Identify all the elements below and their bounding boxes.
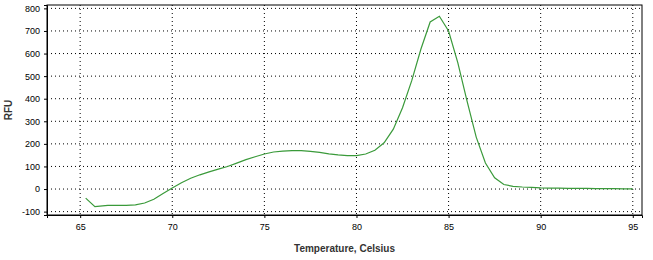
x-axis: 65 70 75 80 85 90 95 [48,215,643,232]
x-tick: 80 [352,215,362,232]
y-tick-label: 200 [25,139,40,149]
x-tick-label: 85 [444,222,454,232]
plot-background [47,5,642,215]
x-tick: 95 [628,215,638,232]
y-tick-label: 0 [35,184,40,194]
y-axis: -100 0 100 200 300 400 500 600 700 800 [22,4,48,217]
y-tick-mark [44,189,47,190]
x-axis-line [48,216,643,219]
y-tick: 700 [25,26,47,36]
y-axis-title: RFU [3,100,14,121]
y-axis-line [44,6,48,216]
y-tick-label: 400 [25,94,40,104]
y-tick-label: 100 [25,162,40,172]
y-tick-mark [44,76,47,77]
y-tick-label: 700 [25,26,40,36]
y-tick: 600 [25,49,47,59]
grid-line [47,121,642,122]
x-tick-mark [172,215,173,218]
y-tick: 0 [35,184,47,194]
y-tick: 500 [25,72,47,82]
x-tick-label: 90 [536,222,546,232]
x-tick: 65 [76,215,86,232]
chart: 65 70 75 80 85 90 95 -100 0 100 200 300 400 500 600 700… [0,0,653,260]
x-tick-label: 75 [260,222,270,232]
grid-line [356,5,357,215]
y-tick-mark [44,99,47,100]
x-tick: 85 [444,215,454,232]
y-tick-mark [44,166,47,167]
x-tick: 90 [536,215,546,232]
y-tick-mark [44,121,47,122]
x-tick-label: 80 [352,222,362,232]
grid-line [47,30,642,31]
grid-line [47,98,642,99]
y-tick-label: 300 [25,117,40,127]
y-tick: 300 [25,117,47,127]
melt-curve [86,16,633,206]
y-tick-mark [44,31,47,32]
grid [47,5,642,215]
grid-line [540,5,541,215]
grid-line [448,5,449,215]
plot: 65 70 75 80 85 90 95 -100 0 100 200 300 400 500 600 700… [22,4,643,233]
x-axis-title: Temperature, Celsius [294,243,395,254]
grid-line [47,166,642,167]
x-tick-label: 70 [168,222,178,232]
x-tick-mark [356,215,357,218]
y-tick: 100 [25,162,47,172]
grid-line [47,211,642,212]
grid-line [47,53,642,54]
grid-line [47,76,642,77]
y-tick: 200 [25,139,47,149]
data [86,16,633,206]
y-tick: -100 [22,207,47,217]
x-tick-mark [264,215,265,218]
x-tick-mark [541,215,542,218]
x-tick-label: 95 [628,222,638,232]
x-tick-label: 65 [76,222,86,232]
plot-frame [47,5,642,215]
x-tick-mark [80,215,81,218]
y-tick-mark [44,144,47,145]
grid-line [80,5,81,215]
x-tick: 70 [168,215,178,232]
grid-line [632,5,633,215]
y-tick-mark [44,54,47,55]
grid-line [47,143,642,144]
x-tick-mark [449,215,450,218]
y-tick-label: 500 [25,72,40,82]
y-tick-mark [44,212,47,213]
y-tick-label: 800 [25,4,40,14]
y-tick-label: 600 [25,49,40,59]
x-tick: 75 [260,215,270,232]
y-tick: 800 [25,4,47,14]
grid-line [47,8,642,9]
x-tick-mark [633,215,634,218]
y-tick: 400 [25,94,47,104]
grid-line [264,5,265,215]
grid-line [172,5,173,215]
y-tick-mark [44,8,47,9]
y-tick-label: -100 [22,207,40,217]
